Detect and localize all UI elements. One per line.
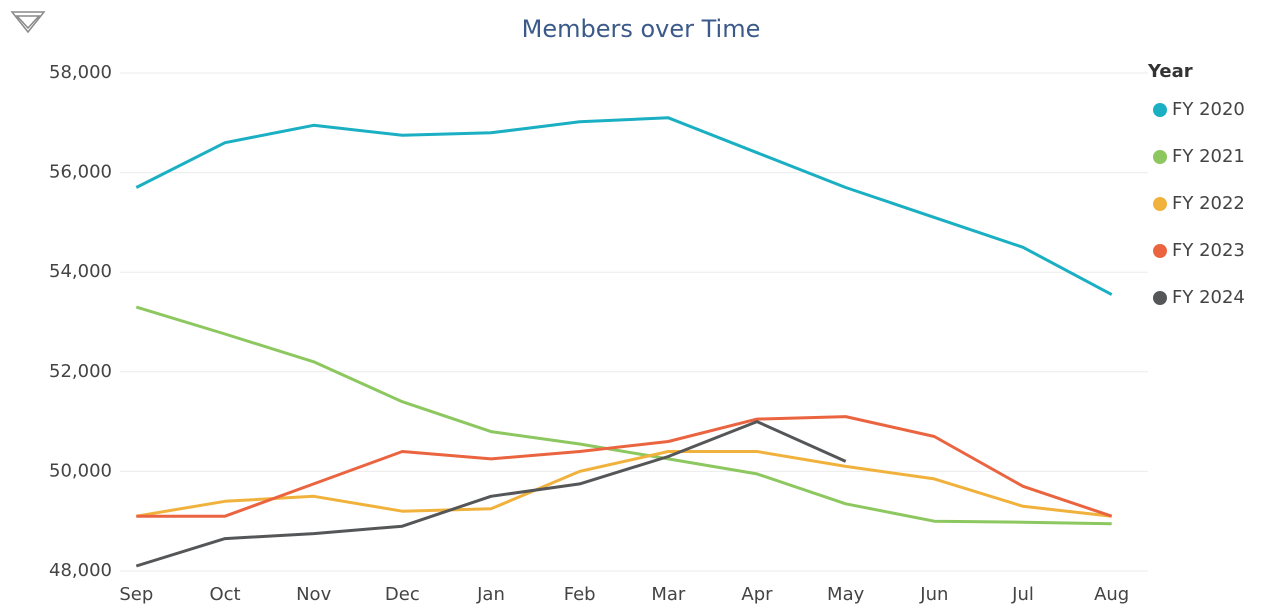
legend-swatch [1153,150,1167,164]
y-tick-label: 58,000 [49,62,112,83]
x-tick-label: Dec [385,584,420,605]
filter-icon[interactable] [10,11,46,34]
x-tick-label: Jan [476,584,505,605]
y-tick-label: 56,000 [49,162,112,183]
x-tick-label: May [827,584,865,605]
x-tick-label: Sep [119,584,153,605]
filter-inner [15,15,41,30]
filter-outer [10,11,46,34]
series-line [136,415,1113,518]
y-tick-label: 48,000 [49,560,112,581]
x-tick-label: Mar [651,584,686,605]
y-tick-label: 50,000 [49,460,112,481]
x-tick-label: Jul [1011,584,1034,605]
chart-title: Members over Time [522,15,761,43]
legend-swatch [1153,244,1167,258]
legend-label: FY 2024 [1172,287,1245,308]
x-tick-label: Apr [741,584,773,605]
x-tick-label: Oct [209,584,240,605]
legend-swatch [1153,291,1167,305]
series-line [136,450,1112,518]
series-line [135,305,1112,526]
legend-label: FY 2022 [1172,193,1245,214]
y-tick-label: 54,000 [49,261,112,282]
legend-swatch [1153,197,1167,211]
series-line [135,420,847,568]
y-tick-label: 52,000 [49,361,112,382]
x-tick-label: Aug [1094,584,1129,605]
legend-label: FY 2021 [1172,146,1245,167]
legend-label: FY 2023 [1172,240,1245,261]
legend-label: FY 2020 [1172,99,1245,120]
x-tick-label: Feb [564,584,596,605]
legend-title: Year [1147,61,1193,82]
legend-swatch [1153,103,1167,117]
x-tick-label: Nov [296,584,331,605]
series-line [135,116,1113,296]
x-tick-label: Jun [919,584,948,605]
